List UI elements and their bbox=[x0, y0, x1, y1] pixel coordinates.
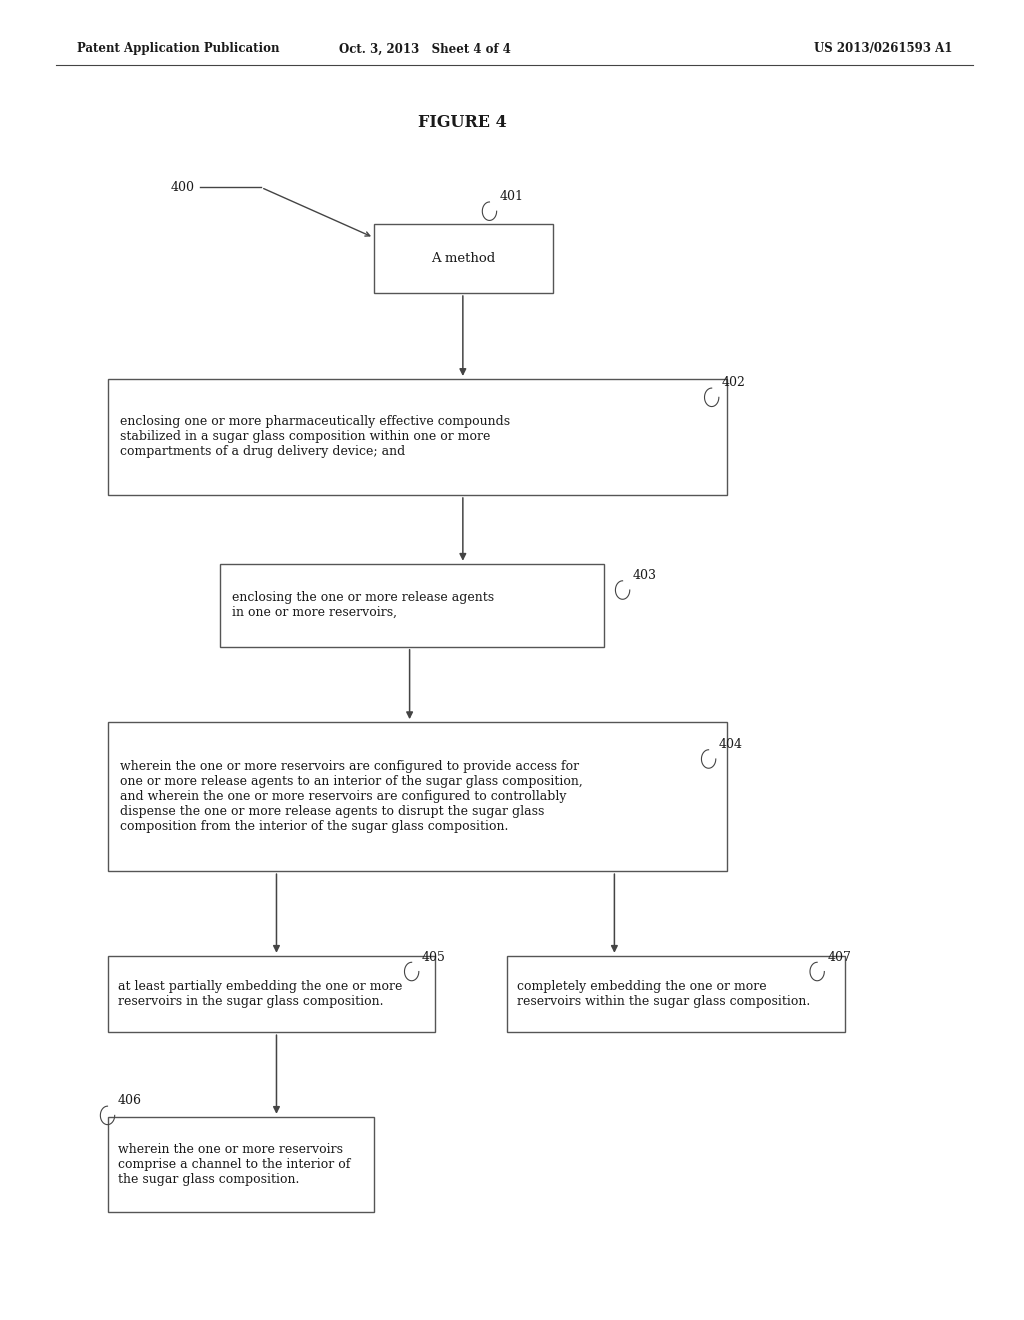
Bar bbox=[220, 564, 604, 647]
Bar bbox=[108, 956, 435, 1032]
Text: at least partially embedding the one or more
reservoirs in the sugar glass compo: at least partially embedding the one or … bbox=[118, 979, 402, 1008]
Text: 401: 401 bbox=[500, 190, 523, 203]
Text: FIGURE 4: FIGURE 4 bbox=[419, 115, 507, 131]
Text: 406: 406 bbox=[118, 1094, 141, 1107]
Text: wherein the one or more reservoirs are configured to provide access for
one or m: wherein the one or more reservoirs are c… bbox=[120, 760, 583, 833]
Bar bbox=[374, 224, 553, 293]
Text: A method: A method bbox=[431, 252, 496, 265]
Bar bbox=[507, 956, 845, 1032]
Text: US 2013/0261593 A1: US 2013/0261593 A1 bbox=[814, 42, 952, 55]
Text: enclosing the one or more release agents
in one or more reservoirs,: enclosing the one or more release agents… bbox=[232, 591, 495, 619]
Text: Oct. 3, 2013   Sheet 4 of 4: Oct. 3, 2013 Sheet 4 of 4 bbox=[339, 42, 511, 55]
Text: completely embedding the one or more
reservoirs within the sugar glass compositi: completely embedding the one or more res… bbox=[517, 979, 810, 1008]
Text: 400: 400 bbox=[171, 181, 195, 194]
Text: 402: 402 bbox=[722, 376, 745, 389]
Text: 404: 404 bbox=[719, 738, 742, 751]
Text: wherein the one or more reservoirs
comprise a channel to the interior of
the sug: wherein the one or more reservoirs compr… bbox=[118, 1143, 350, 1185]
Text: 405: 405 bbox=[422, 950, 445, 964]
Bar bbox=[108, 1117, 374, 1212]
Text: Patent Application Publication: Patent Application Publication bbox=[77, 42, 280, 55]
Text: 403: 403 bbox=[633, 569, 656, 582]
Bar bbox=[108, 379, 727, 495]
Bar bbox=[108, 722, 727, 871]
Text: 407: 407 bbox=[827, 950, 851, 964]
Text: enclosing one or more pharmaceutically effective compounds
stabilized in a sugar: enclosing one or more pharmaceutically e… bbox=[120, 416, 510, 458]
